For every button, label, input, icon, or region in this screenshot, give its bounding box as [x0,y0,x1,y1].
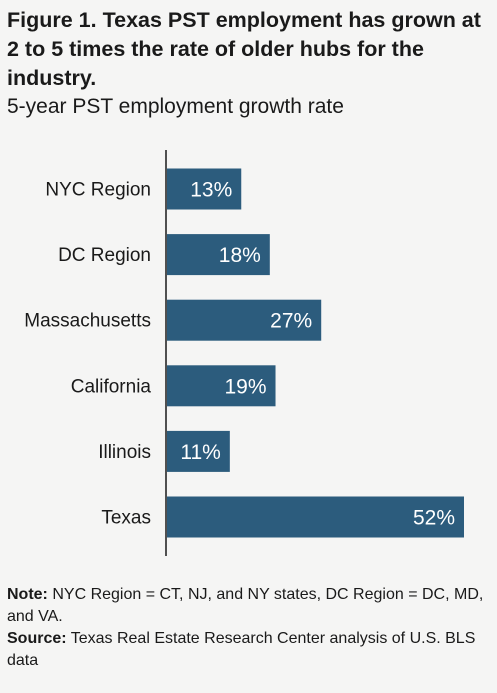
data-label: 27% [270,310,312,333]
footnote: Note: NYC Region = CT, NJ, and NY states… [7,584,487,672]
bar [167,299,322,341]
note-label: Note: [7,586,48,603]
category-label: California [71,376,152,397]
source-label: Source: [7,630,67,647]
category-label: NYC Region [45,180,151,201]
data-label: 52% [413,507,455,530]
source-text: Source: Texas Real Estate Research Cente… [7,628,487,672]
source-body: Texas Real Estate Research Center analys… [7,630,476,669]
chart-title: Figure 1. Texas PST employment has grown… [7,8,481,90]
data-label: 13% [190,179,232,202]
data-label: 11% [180,441,220,464]
bar [167,496,464,538]
category-label: Texas [101,508,151,529]
chart-header: Figure 1. Texas PST employment has grown… [7,6,487,121]
bar [167,168,242,210]
category-label: Illinois [98,442,151,463]
chart-subtitle: 5-year PST employment growth rate [7,95,344,118]
bar [167,234,270,276]
note-body: NYC Region = CT, NJ, and NY states, DC R… [7,586,484,625]
bar [167,430,230,472]
data-label: 19% [224,375,266,398]
data-label: 18% [219,244,261,267]
bar-chart: 13% NYC Region 18% DC Region 27% Massachusett… [24,150,464,556]
category-label: DC Region [58,245,151,266]
note-text: Note: NYC Region = CT, NJ, and NY states… [7,584,487,628]
bar [167,365,276,407]
category-label: Massachusetts [24,311,151,332]
